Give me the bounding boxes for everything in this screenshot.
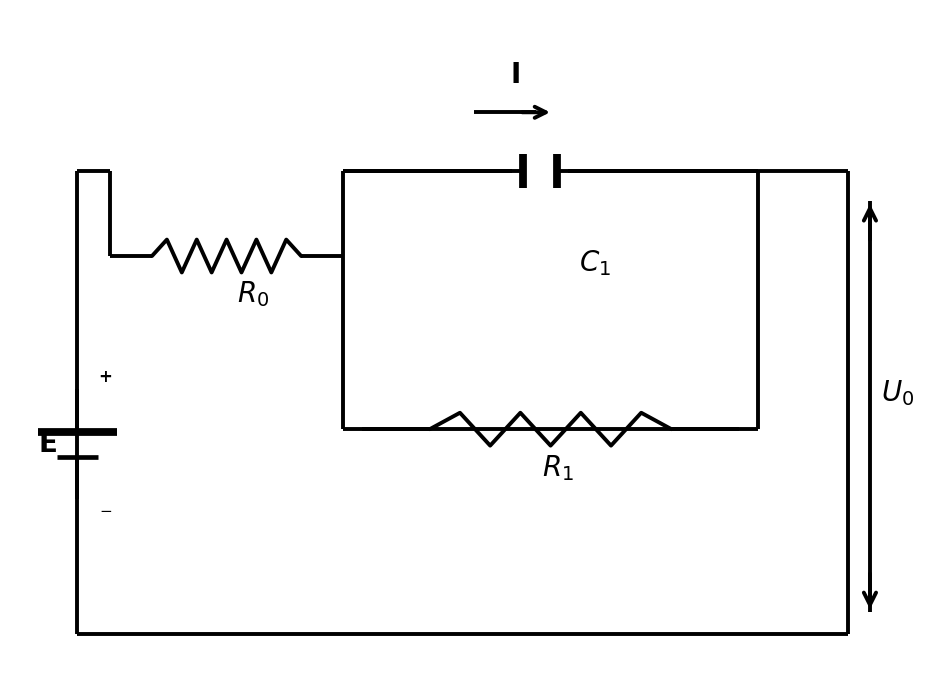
Text: E: E [38,431,57,458]
Text: −: − [99,504,112,519]
Text: $U_0$: $U_0$ [882,378,915,408]
Text: $R_1$: $R_1$ [541,453,573,483]
Text: $C_1$: $C_1$ [579,248,611,278]
Text: I: I [510,61,521,88]
Text: +: + [98,368,113,386]
Text: $R_0$: $R_0$ [236,279,269,308]
